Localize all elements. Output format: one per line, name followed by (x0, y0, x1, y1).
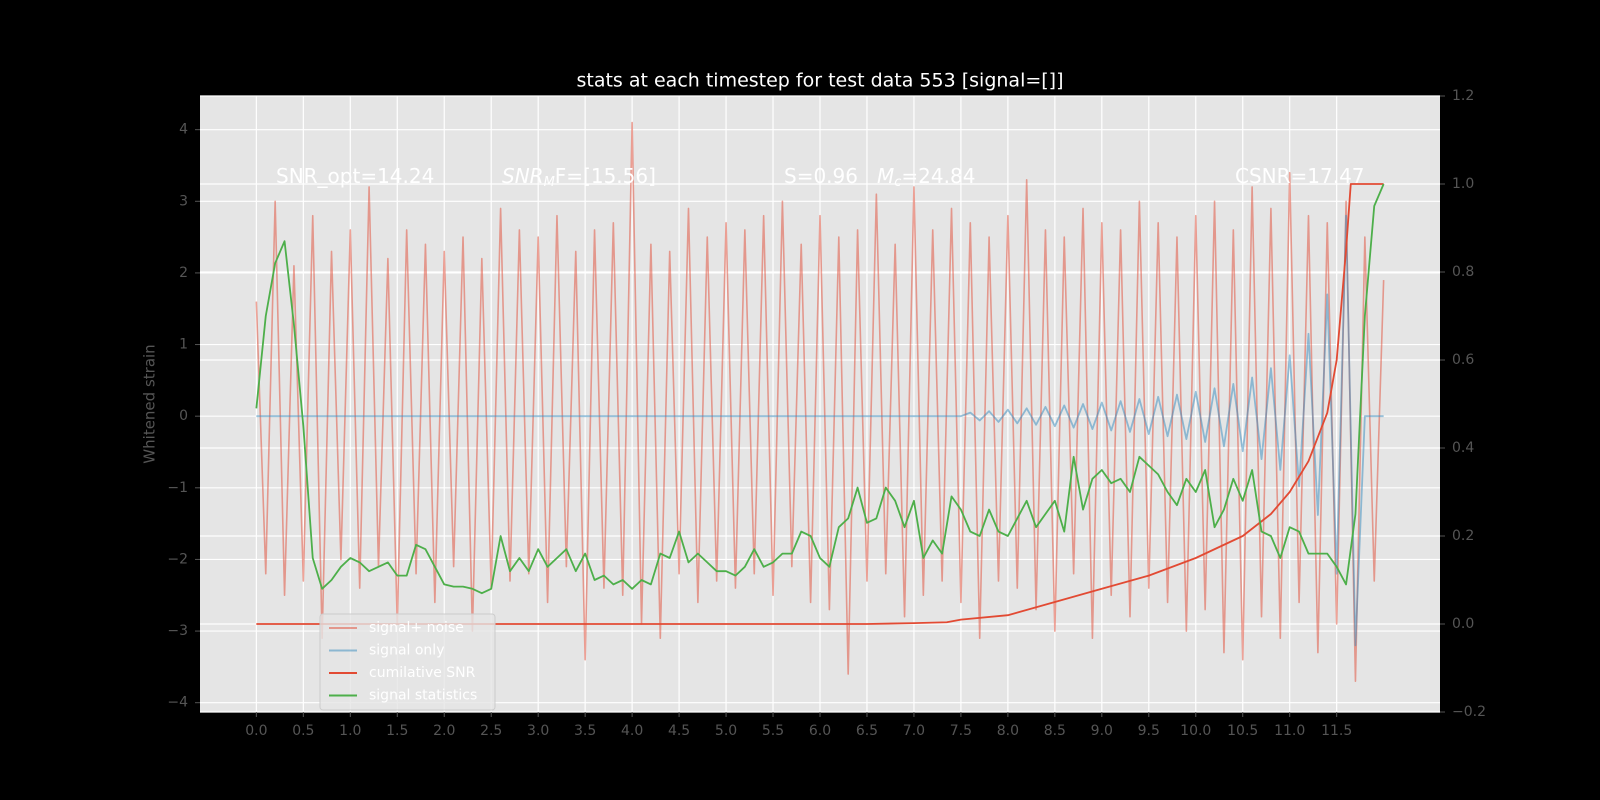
series-line (255, 183, 1385, 595)
y2-tick-label: 0.4 (1452, 440, 1474, 456)
annotation: Mc=24.84 (877, 164, 975, 190)
x-tick-label: 4.0 (621, 723, 643, 739)
x-tick-label: 5.5 (762, 723, 784, 739)
y2-tick-label: 1.2 (1452, 88, 1474, 104)
annotation: SNRMF=[15.56] (502, 164, 656, 190)
annotation-part: F=[15.56] (555, 164, 656, 188)
y-tick-label: −4 (167, 695, 188, 711)
annotation-part: CSNR=17.47 (1235, 164, 1365, 188)
y-tick-label: 0 (179, 408, 188, 424)
annotation-part: M (877, 164, 894, 188)
legend-box (319, 613, 496, 711)
x-tick-label: 3.0 (527, 723, 549, 739)
x-tick-label: 5.0 (715, 723, 737, 739)
y2-tick-label: 0.6 (1452, 352, 1474, 368)
y-tick-label: 3 (179, 193, 188, 209)
y-tick-label: −2 (167, 551, 188, 567)
y-axis-label: Whitened strain (141, 344, 159, 463)
x-tick-label: 3.5 (574, 723, 596, 739)
x-tick-label: 6.5 (856, 723, 878, 739)
legend-label: signal only (369, 643, 444, 659)
x-tick-label: 2.5 (480, 723, 502, 739)
series-line (256, 214, 1384, 647)
y-tick-label: 4 (179, 122, 188, 138)
x-tick-label: 0.0 (245, 723, 267, 739)
y2-tick-label: 0.2 (1452, 528, 1474, 544)
annotation: SNR_opt=14.24 (276, 164, 434, 188)
x-tick-label: 6.0 (809, 723, 831, 739)
chart-title: stats at each timestep for test data 553… (576, 70, 1063, 92)
x-tick-label: 2.0 (433, 723, 455, 739)
legend: signal+ noise signal only cumilative SNR si… (319, 613, 496, 711)
x-tick-label: 9.5 (1138, 723, 1160, 739)
annotation-part: SNR_opt=14.24 (276, 164, 434, 188)
x-tick-label: 11.5 (1321, 723, 1352, 739)
y2-tick-label: 1.0 (1452, 176, 1474, 192)
annotation: S=0.96 (784, 164, 858, 188)
x-tick-label: 0.5 (292, 723, 314, 739)
y-tick-label: 1 (179, 337, 188, 353)
y-tick-label: 2 (179, 265, 188, 281)
x-tick-label: 11.0 (1274, 723, 1305, 739)
x-tick-label: 10.5 (1227, 723, 1258, 739)
x-tick-label: 9.0 (1091, 723, 1113, 739)
x-tick-label: 10.0 (1180, 723, 1211, 739)
grid (200, 95, 1440, 713)
x-tick-label: 7.0 (903, 723, 925, 739)
y2-tick-label: 0.8 (1452, 264, 1474, 280)
annotation-part: S=0.96 (784, 164, 858, 188)
y2-tick-label: 0.0 (1452, 616, 1474, 632)
annotation-subscript: c (894, 175, 901, 190)
annotation-part: SNR (502, 164, 544, 188)
annotation: CSNR=17.47 (1235, 164, 1365, 188)
x-tick-label: 7.5 (950, 723, 972, 739)
series-line (256, 183, 1384, 625)
annotation-subscript: M (544, 175, 555, 190)
x-tick-label: 8.0 (997, 723, 1019, 739)
y-tick-label: −3 (167, 623, 188, 639)
legend-label: cumilative SNR (369, 665, 476, 681)
x-tick-label: 8.5 (1044, 723, 1066, 739)
x-tick-label: 1.0 (339, 723, 361, 739)
series-line (255, 121, 1385, 682)
legend-label: signal+ noise (369, 620, 464, 636)
x-tick-label: 1.5 (386, 723, 408, 739)
annotation-part: =24.84 (901, 164, 975, 188)
x-tick-label: 4.5 (668, 723, 690, 739)
y2-tick-label: −0.2 (1452, 704, 1486, 720)
y-tick-label: −1 (167, 480, 188, 496)
legend-label: signal statistics (369, 688, 477, 704)
